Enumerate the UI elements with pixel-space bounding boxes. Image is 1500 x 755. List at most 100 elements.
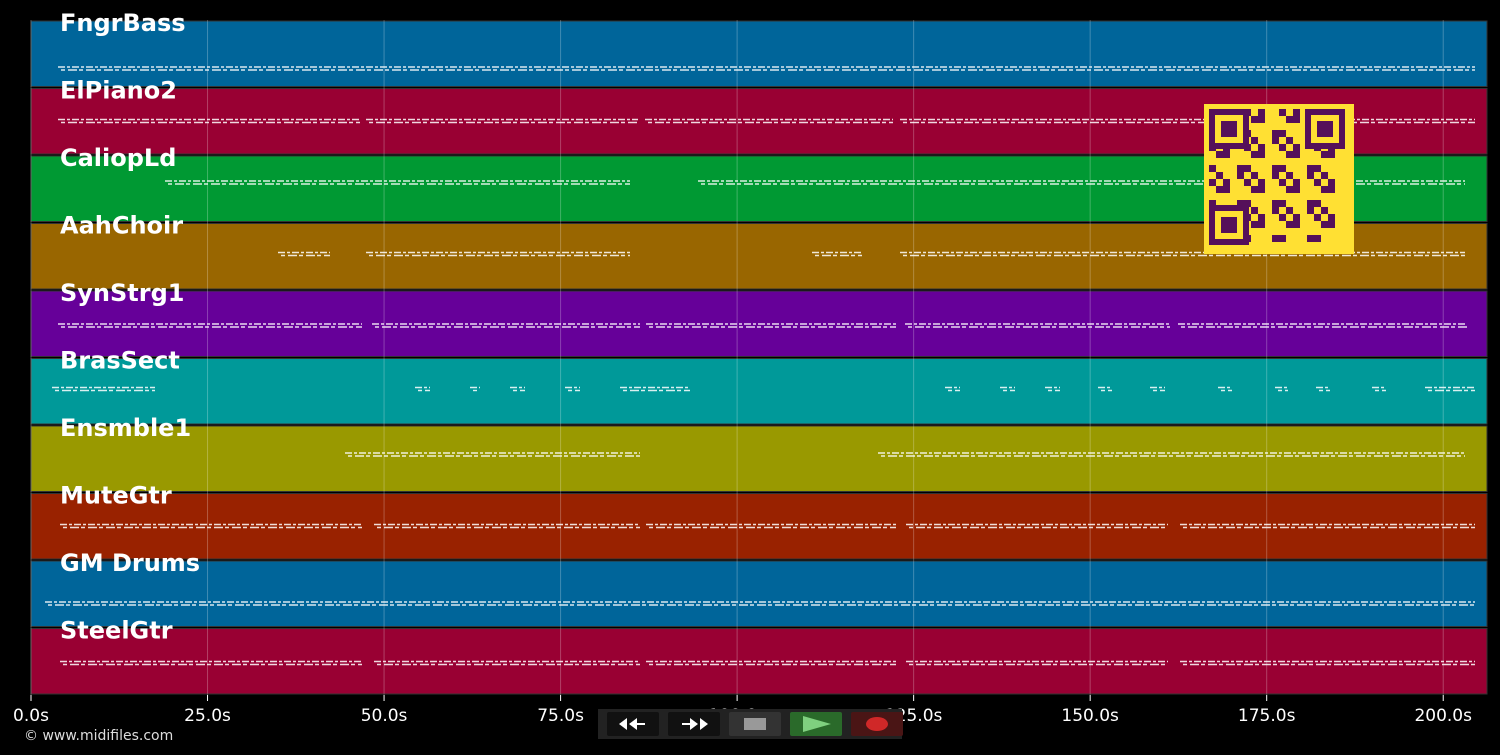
qr-module [1251,116,1258,123]
record-icon [866,717,888,731]
qr-module [1293,221,1300,228]
qr-module [1286,116,1293,123]
qr-module [1209,200,1216,207]
track-row [30,358,1488,425]
qr-module [1293,151,1300,158]
qr-module [1223,151,1230,158]
qr-module [1258,151,1265,158]
qr-module [1244,200,1251,207]
track-label: BrasSect [60,347,180,375]
qr-module [1279,235,1286,242]
qr-module [1314,214,1321,221]
track-label: ElPiano2 [60,77,177,105]
qr-module [1286,186,1293,193]
qr-module [1258,179,1265,186]
qr-module [1293,116,1300,123]
qr-module [1223,179,1230,186]
qr-module [1251,221,1258,228]
track-row [30,20,1488,87]
qr-module [1307,165,1314,172]
qr-module [1216,151,1223,158]
qr-finder [1221,121,1237,137]
qr-module [1286,151,1293,158]
qr-module [1279,130,1286,137]
qr-module [1321,221,1328,228]
qr-module [1307,172,1314,179]
rewind-button[interactable] [607,712,659,736]
qr-module [1286,137,1293,144]
qr-module [1307,200,1314,207]
x-tick-label: 200.0s [1414,706,1472,726]
qr-module [1328,186,1335,193]
track-label: AahChoir [60,212,183,240]
qr-module [1314,165,1321,172]
qr-module [1237,200,1244,207]
footer: © www.midifiles.com [24,728,173,744]
stop-button[interactable] [729,712,781,736]
qr-module [1328,179,1335,186]
qr-module [1237,172,1244,179]
qr-module [1314,200,1321,207]
qr-module [1272,165,1279,172]
qr-module [1258,109,1265,116]
qr-module [1258,221,1265,228]
qr-module [1293,109,1300,116]
record-button[interactable] [851,712,903,736]
play-icon [803,716,831,732]
qr-code [1204,104,1354,254]
track-row [30,493,1488,560]
track-label: SteelGtr [60,617,173,645]
qr-module [1251,151,1258,158]
qr-module [1272,130,1279,137]
play-button[interactable] [790,712,842,736]
track-label: FngrBass [60,9,186,37]
qr-module [1209,179,1216,186]
track-label: MuteGtr [60,482,172,510]
qr-module [1293,179,1300,186]
qr-module [1321,186,1328,193]
x-tick-label: 0.0s [13,706,49,726]
qr-module [1293,214,1300,221]
forward-button[interactable] [668,712,720,736]
x-tick-label: 175.0s [1238,706,1296,726]
x-tick-label: 150.0s [1061,706,1119,726]
qr-module [1244,165,1251,172]
qr-module [1293,144,1300,151]
qr-module [1279,179,1286,186]
track-label: SynStrg1 [60,279,185,307]
qr-module [1279,214,1286,221]
qr-module [1258,144,1265,151]
track-row [30,425,1488,492]
qr-module [1279,144,1286,151]
qr-finder [1317,121,1333,137]
x-tick-label: 25.0s [184,706,231,726]
qr-module [1307,235,1314,242]
qr-module [1279,109,1286,116]
qr-module [1223,186,1230,193]
qr-module [1258,214,1265,221]
qr-module [1258,116,1265,123]
qr-module [1258,186,1265,193]
qr-module [1272,235,1279,242]
qr-module [1328,214,1335,221]
qr-module [1216,172,1223,179]
qr-module [1328,221,1335,228]
qr-module [1286,221,1293,228]
qr-module [1286,172,1293,179]
qr-module [1244,179,1251,186]
qr-module [1272,207,1279,214]
qr-module [1209,165,1216,172]
qr-module [1307,207,1314,214]
qr-module [1321,207,1328,214]
qr-module [1314,179,1321,186]
qr-module [1286,207,1293,214]
qr-module [1272,172,1279,179]
qr-module [1314,235,1321,242]
qr-module [1237,165,1244,172]
rewind-icon [619,718,645,730]
track-label: GM Drums [60,549,200,577]
qr-module [1251,172,1258,179]
qr-module [1328,151,1335,158]
